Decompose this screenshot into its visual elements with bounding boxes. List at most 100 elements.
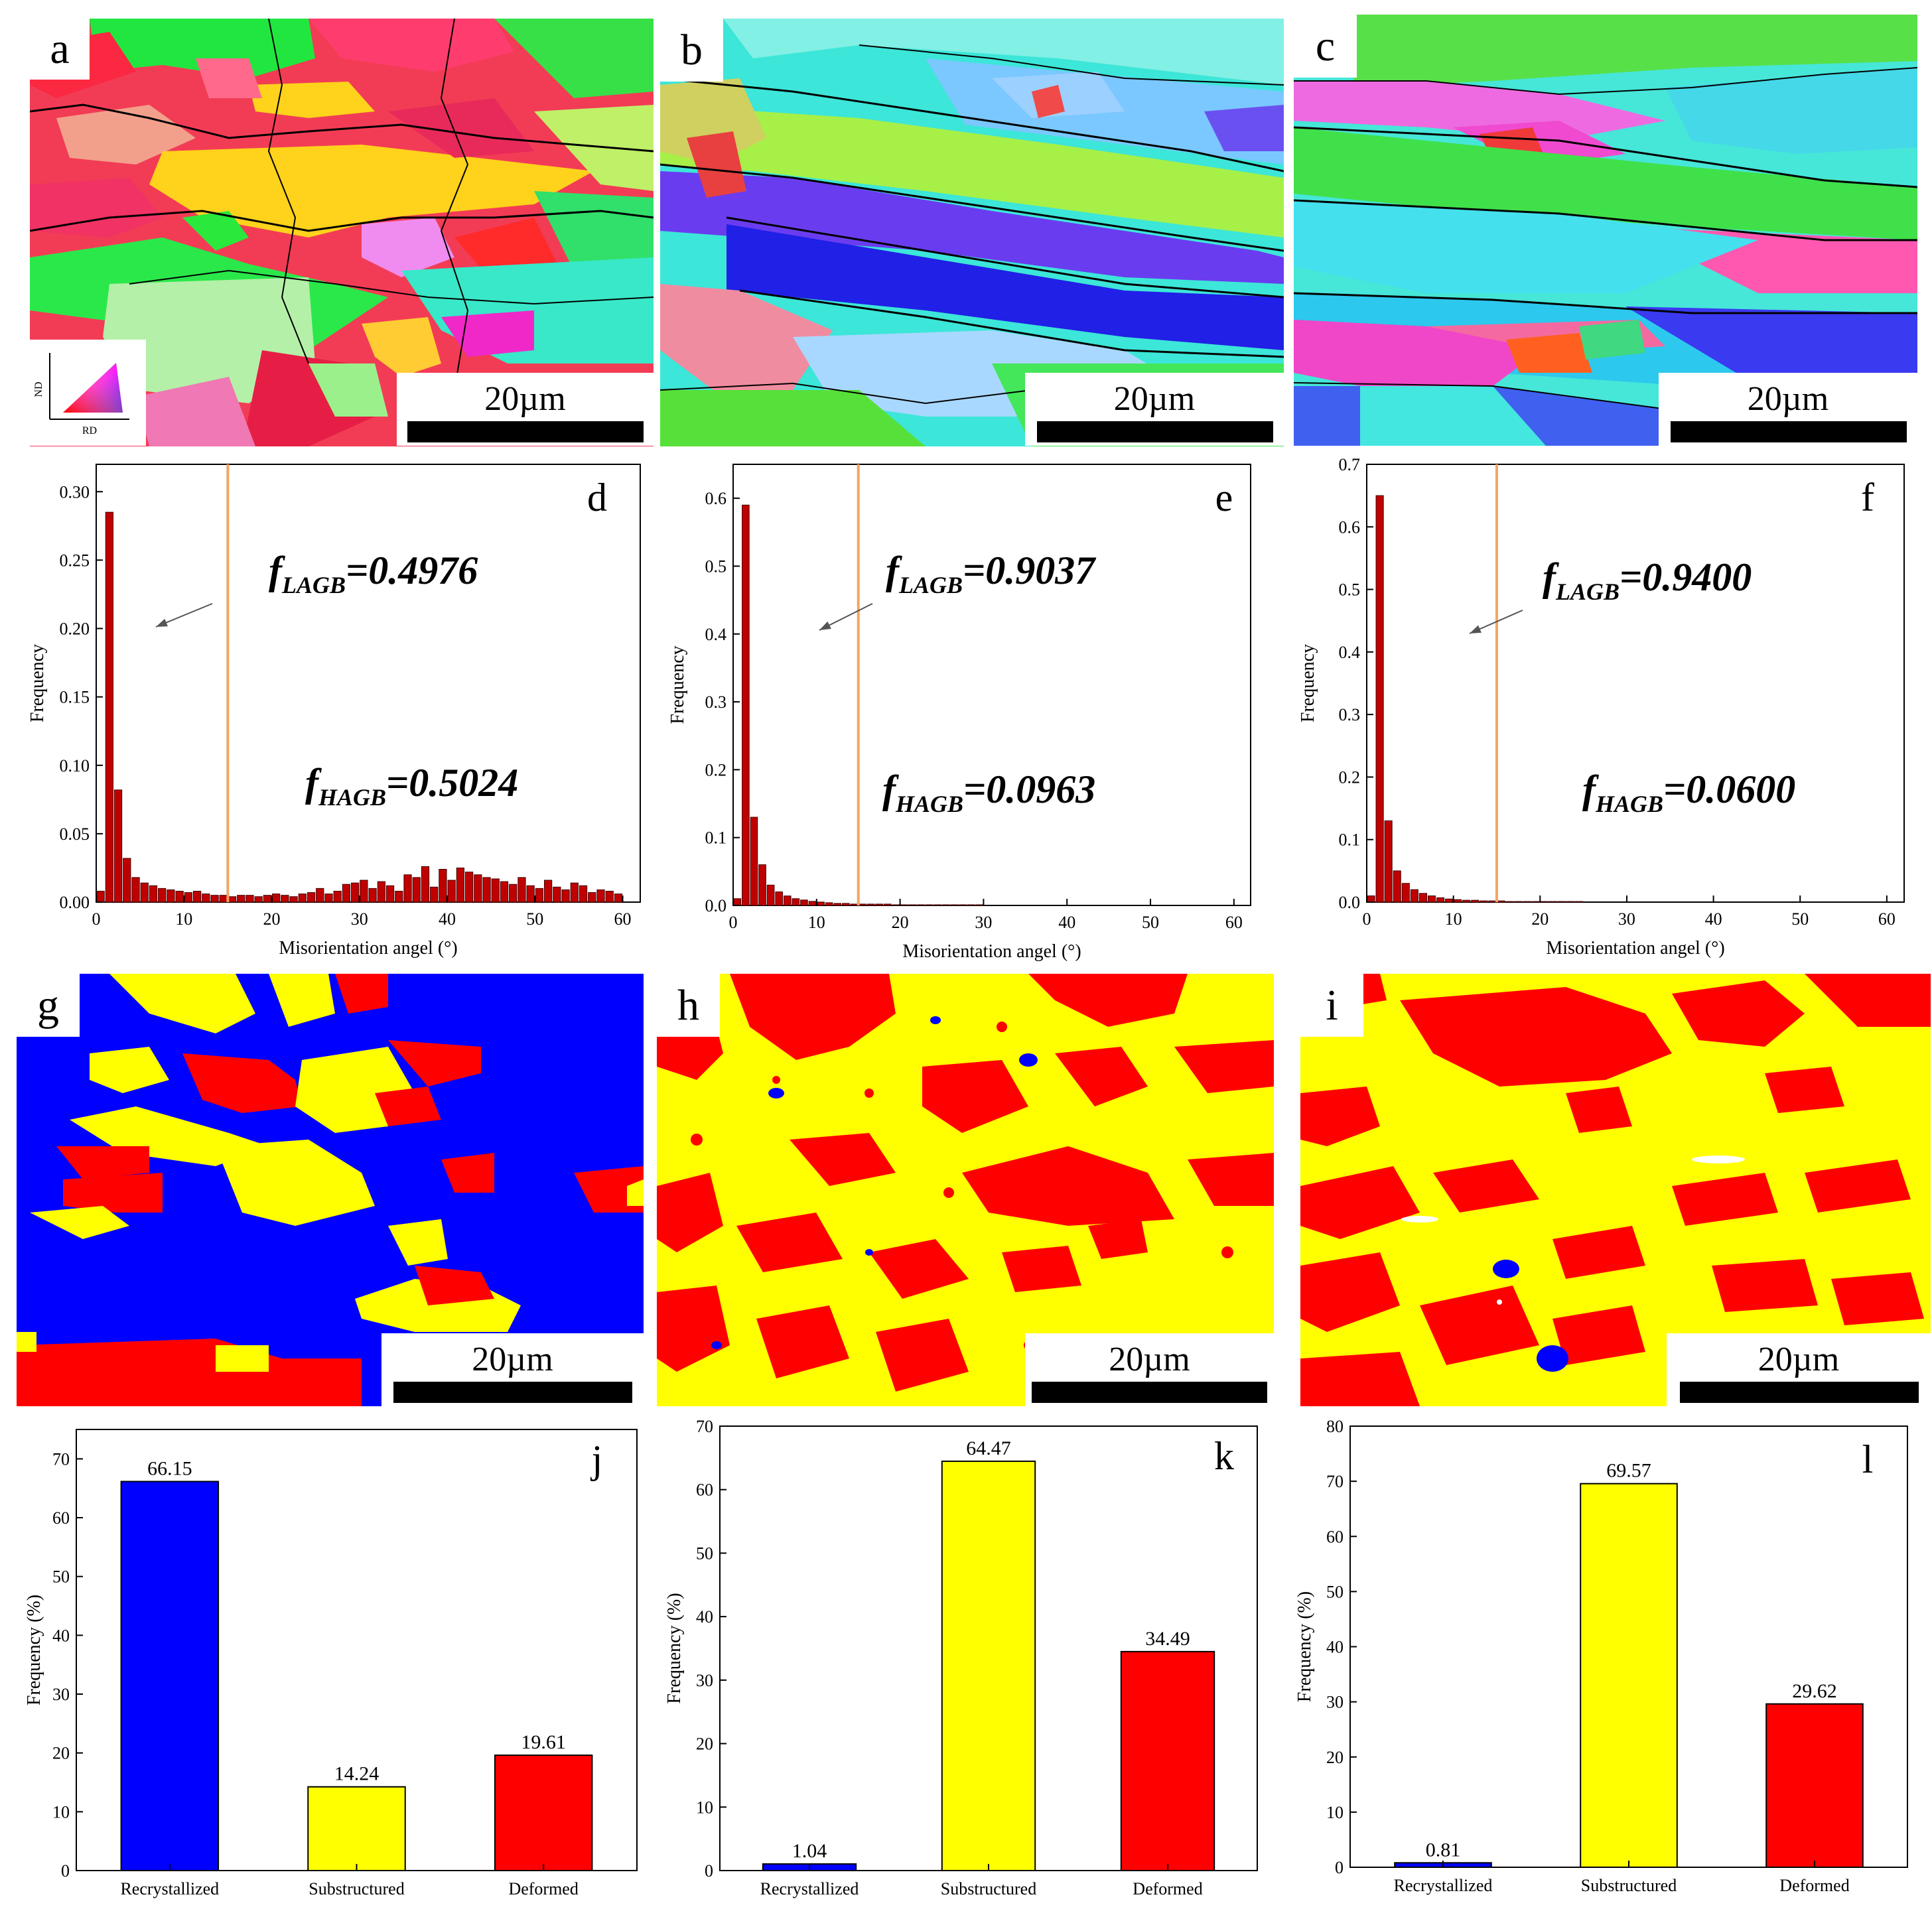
y-tick-label-d: 0.25: [60, 551, 90, 570]
f-hagb-annotation-d: fHAGB=0.5024: [305, 761, 518, 811]
hist-bar-d: [324, 893, 333, 903]
panel-label-b: b: [660, 19, 723, 82]
scale-label-c: 20µm: [1747, 380, 1829, 418]
y-tick-label-j: 70: [52, 1449, 70, 1469]
category-label-l: Deformed: [1779, 1876, 1849, 1895]
ipf-map-a: [30, 19, 654, 446]
y-tick-label-f: 0.3: [1339, 705, 1361, 724]
x-tick-label-f: 20: [1531, 909, 1549, 929]
hist-bar-d: [561, 889, 570, 903]
bar-l: [1765, 1703, 1864, 1868]
hist-bar-d: [140, 882, 149, 903]
bar-chart-k: 1.04 Recrystallized 64.47 Substructured 34.4…: [654, 1413, 1271, 1914]
hist-bar-f: [1505, 901, 1514, 903]
hist-bar-e: [833, 903, 842, 906]
chart-svg-j: 66.15 Recrystallized 14.24 Substructured 19.…: [24, 1429, 638, 1898]
y-tick-label-j: 50: [52, 1567, 70, 1587]
scale-box-b: 20µm: [1025, 373, 1284, 446]
hist-bar-f: [1488, 900, 1497, 903]
hist-bar-e: [808, 901, 817, 906]
y-axis-label-e: Frequency: [667, 645, 688, 724]
hist-bar-f: [1575, 901, 1584, 903]
hist-bar-d: [158, 888, 167, 903]
y-axis-label-l: Frequency (%): [1294, 1591, 1315, 1702]
hist-bar-d: [228, 896, 237, 903]
hist-bar-f: [1375, 495, 1384, 903]
hist-bar-d: [96, 891, 105, 903]
f-lagb-annotation-d: fLAGB=0.4976: [269, 549, 478, 598]
hist-bar-d: [500, 881, 509, 903]
hist-bar-e: [733, 898, 742, 906]
hist-bar-d: [219, 895, 228, 903]
y-tick-label-e: 0.6: [705, 489, 727, 508]
hist-bar-d: [298, 893, 307, 903]
bar-j: [120, 1481, 220, 1872]
ipf-map-c: [1294, 15, 1917, 446]
scale-bar-c: [1671, 421, 1907, 442]
plot-frame-d: [96, 464, 641, 903]
x-tick-label-d: 50: [526, 909, 543, 929]
y-axis-label-j: Frequency (%): [24, 1595, 44, 1705]
bar-value-label-k: 64.47: [966, 1437, 1011, 1459]
hist-bar-e: [742, 504, 750, 906]
y-tick-label-k: 20: [696, 1735, 713, 1754]
hist-bar-d: [439, 869, 447, 903]
y-tick-label-j: 60: [52, 1508, 70, 1528]
hist-bar-f: [1384, 820, 1393, 903]
chart-svg-k: 1.04 Recrystallized 64.47 Substructured 34.4…: [664, 1417, 1258, 1898]
hist-bar-d: [192, 891, 202, 903]
hist-bar-e: [775, 892, 783, 906]
hist-bar-e: [750, 817, 758, 906]
y-tick-label-d: 0.05: [60, 825, 90, 844]
y-tick-label-e: 0.4: [705, 625, 727, 644]
y-tick-label-f: 0.7: [1339, 458, 1361, 474]
x-tick-label-d: 0: [92, 909, 101, 929]
y-tick-label-e: 0.0: [705, 896, 727, 915]
f-hagb-annotation-f: fHAGB=0.0600: [1582, 767, 1795, 817]
panel-label-k: k: [1214, 1434, 1234, 1478]
y-tick-label-l: 50: [1326, 1582, 1344, 1601]
hist-bar-e: [866, 903, 875, 906]
bar-value-label-k: 1.04: [792, 1840, 827, 1862]
hist-bar-f: [1410, 889, 1418, 903]
hist-bar-d: [105, 511, 113, 903]
bar-j: [494, 1754, 593, 1872]
x-tick-label-e: 50: [1142, 913, 1159, 932]
ipf-key-nd: ND: [33, 381, 44, 397]
hist-bar-d: [316, 888, 324, 903]
x-tick-label-f: 40: [1705, 909, 1722, 929]
category-label-j: Recrystallized: [120, 1879, 219, 1898]
hist-bar-d: [368, 888, 377, 903]
x-tick-label-e: 40: [1058, 913, 1075, 932]
hist-bar-d: [579, 885, 588, 903]
category-label-k: Recrystallized: [760, 1879, 859, 1898]
hist-bar-f: [1557, 901, 1566, 903]
x-tick-label-e: 30: [975, 913, 992, 932]
y-tick-label-l: 30: [1326, 1693, 1344, 1712]
x-tick-label-d: 20: [263, 909, 281, 929]
hist-bar-d: [526, 885, 535, 903]
scale-box-a: 20µm: [397, 373, 654, 446]
x-tick-label-f: 50: [1791, 909, 1809, 929]
y-tick-label-d: 0.15: [60, 688, 90, 707]
x-axis-label-d: Misorientation angel (°): [279, 938, 457, 958]
f-lagb-annotation-e: fLAGB=0.9037: [886, 549, 1096, 598]
category-label-j: Deformed: [508, 1879, 578, 1898]
hist-bar-d: [351, 882, 360, 903]
hist-bar-f: [1462, 899, 1471, 903]
y-tick-label-l: 70: [1326, 1472, 1344, 1491]
scale-label-i: 20µm: [1758, 1341, 1840, 1378]
hist-bar-f: [1436, 897, 1445, 903]
scale-label-a: 20µm: [484, 380, 566, 418]
hist-bar-d: [237, 895, 245, 903]
recryst-map-i: [1300, 974, 1931, 1406]
y-tick-label-k: 70: [696, 1417, 713, 1436]
hist-bar-d: [202, 893, 210, 903]
scale-bar-a: [407, 421, 644, 442]
hist-bar-f: [1367, 895, 1375, 903]
y-tick-label-k: 30: [696, 1671, 713, 1690]
annotation-arrowhead-f: [1470, 625, 1482, 633]
category-label-j: Substructured: [309, 1879, 404, 1898]
hist-bar-d: [131, 877, 140, 903]
hist-bar-e: [875, 903, 883, 906]
